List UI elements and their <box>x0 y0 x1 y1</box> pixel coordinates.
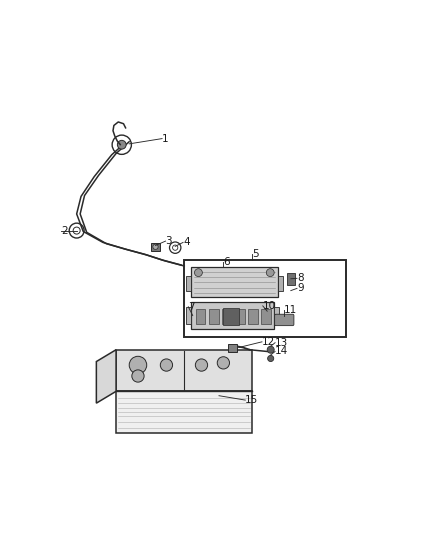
Circle shape <box>129 356 147 374</box>
Bar <box>116 391 252 433</box>
Text: 8: 8 <box>297 273 304 284</box>
Bar <box>235 309 245 324</box>
Text: 15: 15 <box>245 395 258 405</box>
Circle shape <box>153 244 158 249</box>
Text: 12: 12 <box>262 337 275 347</box>
Text: 7: 7 <box>188 302 195 312</box>
Circle shape <box>117 140 126 149</box>
FancyBboxPatch shape <box>275 314 294 326</box>
Text: 14: 14 <box>275 346 288 357</box>
Circle shape <box>268 356 274 361</box>
Bar <box>184 260 346 336</box>
Text: 1: 1 <box>162 134 169 143</box>
Circle shape <box>267 346 274 353</box>
Bar <box>209 309 219 324</box>
Bar <box>151 243 160 251</box>
Text: 11: 11 <box>284 305 297 316</box>
Bar <box>191 302 274 329</box>
Bar <box>186 307 191 324</box>
Bar <box>222 309 232 324</box>
Text: 4: 4 <box>183 237 190 247</box>
Text: 9: 9 <box>297 284 304 293</box>
Bar <box>287 273 295 285</box>
Bar <box>228 344 237 352</box>
Text: 13: 13 <box>275 338 288 348</box>
Bar <box>248 309 258 324</box>
Bar <box>261 309 271 324</box>
Circle shape <box>217 357 230 369</box>
Bar <box>223 308 239 325</box>
Bar <box>116 350 252 391</box>
Text: 2: 2 <box>61 225 68 236</box>
Circle shape <box>132 370 144 382</box>
Polygon shape <box>96 350 116 403</box>
Bar <box>191 268 278 297</box>
Text: 5: 5 <box>252 249 258 259</box>
Bar <box>186 276 191 291</box>
Text: 6: 6 <box>223 257 230 267</box>
Circle shape <box>160 359 173 371</box>
Circle shape <box>266 269 274 277</box>
Circle shape <box>194 269 202 277</box>
Bar <box>274 307 279 324</box>
Bar <box>278 276 283 291</box>
Text: 10: 10 <box>263 301 276 311</box>
Circle shape <box>195 359 208 371</box>
Bar <box>196 309 205 324</box>
Text: 3: 3 <box>166 236 172 246</box>
